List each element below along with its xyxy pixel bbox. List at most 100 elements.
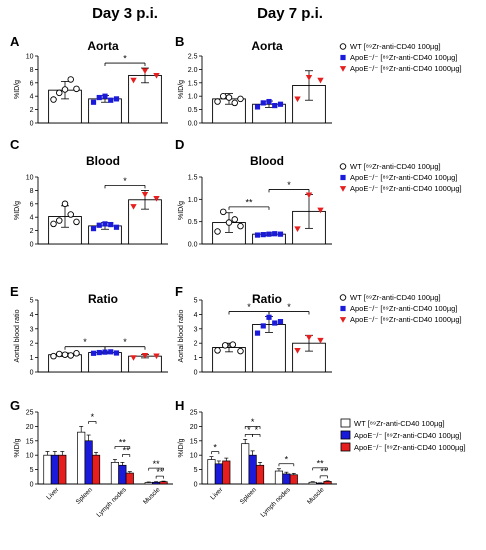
data-point [254,232,261,238]
category-label: Liver [45,486,61,502]
legend-marker [339,163,347,170]
y-axis-label: %ID/g [178,80,185,99]
significance-label: * [251,417,255,427]
y-tick-label: 1.0 [188,94,198,101]
y-tick-label: 0.0 [188,242,198,249]
data-point [61,351,69,358]
panel-label: D [175,137,184,152]
legend-swatch [340,430,351,440]
data-point [214,228,221,235]
data-point [237,95,244,103]
data-point [305,335,313,341]
y-tick-label: 8 [30,67,34,74]
significance-label: ** [320,467,328,477]
bar [128,74,162,124]
bar [274,470,284,485]
category-label: Spleen [239,486,259,506]
data-point [67,76,74,83]
significance-label: ** [317,459,325,469]
bar [144,482,153,485]
panel-label: C [10,137,20,152]
data-point [272,320,278,326]
data-point [231,99,238,107]
bar [241,443,250,485]
significance-label: ** [123,445,131,455]
bar [207,459,216,485]
y-tick-label: 25 [26,410,34,417]
data-point [73,85,80,93]
data-point [153,353,160,360]
legend-label: WT [⁸⁹Zr-anti-CD40 100µg] [350,162,441,171]
bar [118,464,127,485]
category-label: Lymph nodes [259,486,292,519]
data-point [266,231,272,237]
significance-label: * [91,412,95,422]
y-tick-label: 2.5 [188,54,198,61]
bar [248,454,257,485]
legend-label: WT [⁸⁹Zr-anti-CD40 100µg] [350,42,441,51]
panel-title: Aorta [87,39,119,53]
data-point [61,200,69,208]
data-point [102,349,108,355]
y-tick-label: 2.0 [188,67,198,74]
category-label: Liver [209,486,225,502]
data-point [61,86,69,93]
significance-label: ** [153,459,161,469]
data-point [130,77,137,84]
data-point [96,349,102,356]
y-tick-label: 0 [30,370,34,377]
significance-label: * [247,302,251,312]
legend-marker [339,294,347,301]
panel-title: Aorta [251,39,283,53]
data-point [56,89,63,97]
panel-label: H [175,398,184,413]
data-point [294,96,301,103]
category-label: Muscle [306,486,326,506]
data-point [260,323,266,329]
data-point [108,97,114,103]
y-tick-label: 0 [30,242,34,249]
data-point [96,222,102,228]
data-point [317,337,324,344]
data-point [229,341,237,348]
bar [152,481,161,485]
data-point [260,232,266,238]
legend-marker [339,43,347,50]
legend-label: WT [⁸⁹Zr-anti-CD40 100µg] [350,293,441,302]
data-point [153,196,160,202]
data-point [305,192,313,199]
bar [214,463,223,485]
data-point [50,96,57,103]
data-point [102,221,108,227]
legend-label: ApoE⁻/⁻ [⁸⁹Zr-anti-CD40 1000µg] [354,443,466,452]
y-tick-label: 6 [30,80,34,87]
legend-label: ApoE⁻/⁻ [⁸⁹Zr-anti-CD40 1000µg] [350,184,462,193]
bar [58,454,67,485]
panel-label: F [175,284,183,299]
data-point [113,224,120,230]
data-point [73,350,80,357]
bar [316,482,325,485]
y-tick-label: 2 [30,341,34,348]
data-point [90,350,97,356]
bar [282,473,291,485]
data-point [113,350,120,356]
y-tick-label: 15 [190,438,198,445]
legend-label: WT [⁸⁹Zr-anti-CD40 100µg] [354,419,445,428]
category-label: Muscle [142,486,162,506]
y-tick-label: 0.5 [188,107,198,114]
y-tick-label: 25 [190,410,198,417]
y-tick-label: 0 [30,482,34,489]
y-tick-label: 5 [30,298,34,305]
data-point [50,220,57,228]
significance-label: * [213,442,217,452]
y-tick-label: 5 [194,298,198,305]
data-point [221,342,229,349]
data-point [153,73,160,79]
legend-marker [340,174,346,181]
y-axis-label: %ID/g [178,201,185,220]
data-point [130,204,137,210]
data-point [90,99,97,105]
data-point [272,102,278,109]
